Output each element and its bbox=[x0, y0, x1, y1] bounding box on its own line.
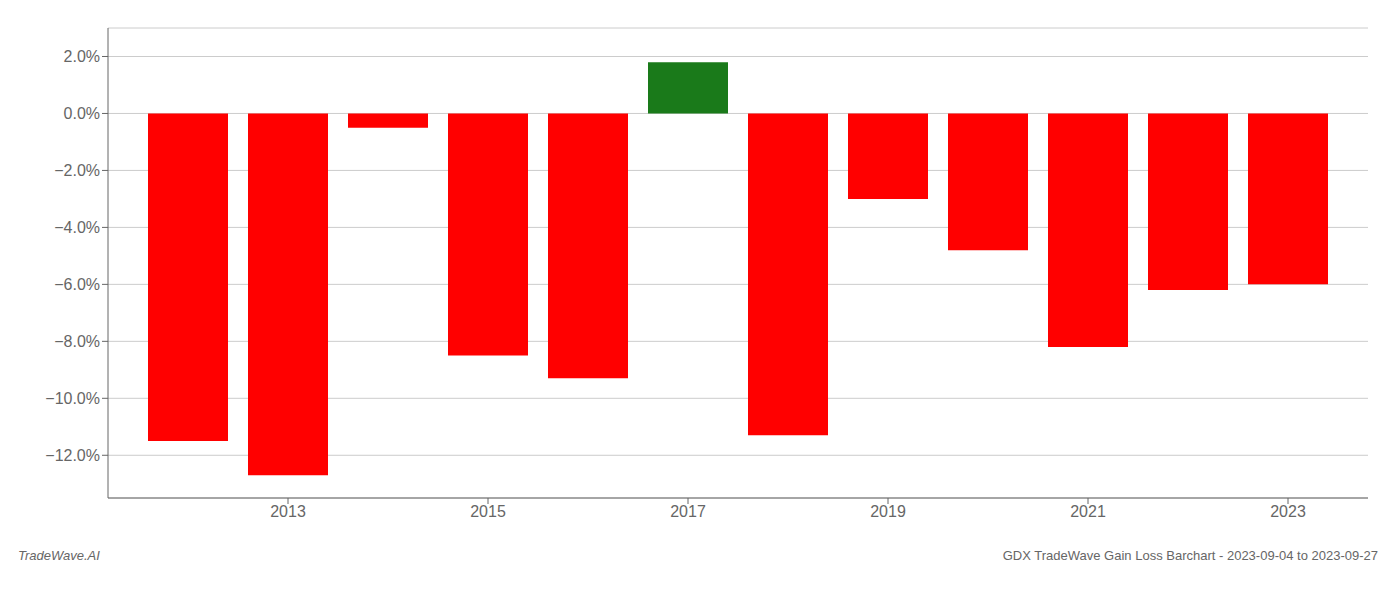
svg-text:−12.0%: −12.0% bbox=[45, 447, 100, 464]
svg-text:−10.0%: −10.0% bbox=[45, 390, 100, 407]
svg-text:0.0%: 0.0% bbox=[64, 105, 100, 122]
svg-text:2.0%: 2.0% bbox=[64, 48, 100, 65]
svg-text:2017: 2017 bbox=[670, 503, 706, 520]
svg-text:−6.0%: −6.0% bbox=[54, 276, 100, 293]
html-text:TradeWave.AI: TradeWave.AI bbox=[18, 548, 100, 563]
svg-text:−2.0%: −2.0% bbox=[54, 162, 100, 179]
svg-text:2023: 2023 bbox=[1270, 503, 1306, 520]
svg-text:−4.0%: −4.0% bbox=[54, 219, 100, 236]
svg-text:2021: 2021 bbox=[1070, 503, 1106, 520]
svg-text:−8.0%: −8.0% bbox=[54, 333, 100, 350]
html-text:GDX TradeWave Gain Loss Barcha: GDX TradeWave Gain Loss Barchart - 2023-… bbox=[1002, 548, 1378, 563]
svg-text:2013: 2013 bbox=[270, 503, 306, 520]
svg-text:2015: 2015 bbox=[470, 503, 506, 520]
svg-text:2019: 2019 bbox=[870, 503, 906, 520]
